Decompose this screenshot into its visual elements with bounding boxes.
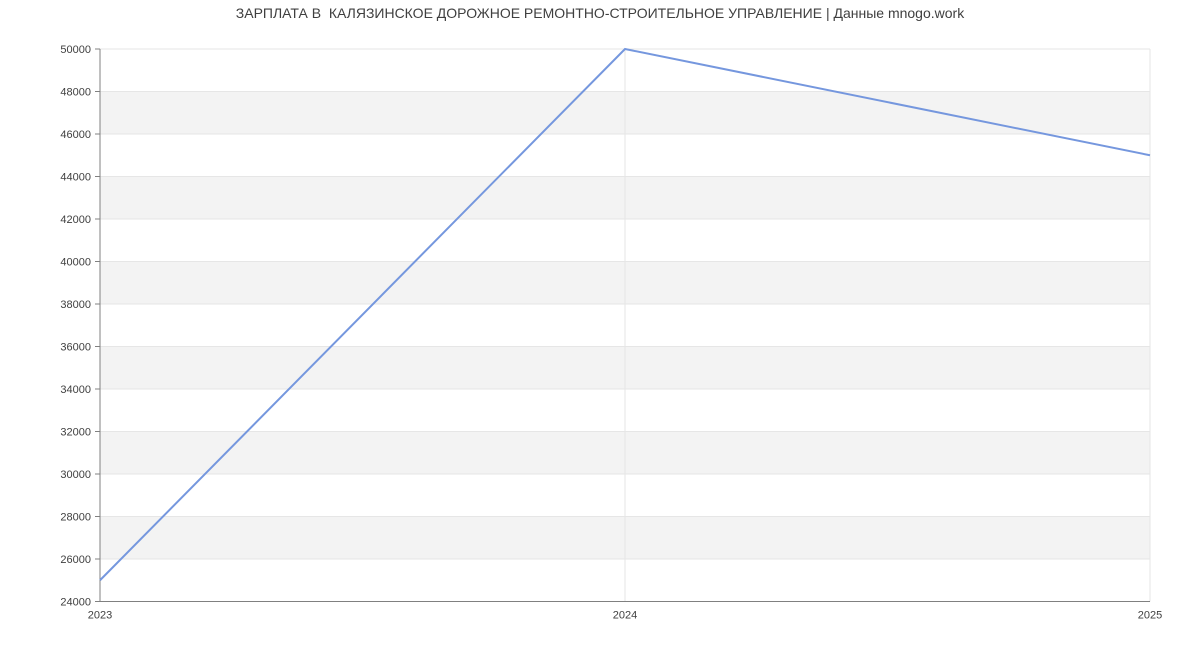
y-tick-label: 38000 — [60, 299, 91, 311]
y-tick-label: 42000 — [60, 214, 91, 226]
y-tick-label: 24000 — [60, 597, 91, 609]
y-tick-label: 40000 — [60, 257, 91, 269]
x-tick-label: 2023 — [88, 610, 112, 622]
y-tick-label: 26000 — [60, 554, 91, 566]
y-tick-label: 32000 — [60, 427, 91, 439]
chart-title: ЗАРПЛАТА В КАЛЯЗИНСКОЕ ДОРОЖНОЕ РЕМОНТНО… — [235, 5, 965, 21]
y-tick-label: 36000 — [60, 342, 91, 354]
y-tick-label: 30000 — [60, 469, 91, 481]
x-tick-label: 2024 — [613, 610, 637, 622]
y-tick-label: 46000 — [60, 129, 91, 141]
x-tick-label: 2025 — [1138, 610, 1162, 622]
salary-line — [99, 47, 1151, 581]
y-tick-label: 50000 — [60, 44, 91, 56]
y-tick-label: 44000 — [60, 172, 91, 184]
y-tick-label: 28000 — [60, 512, 91, 524]
y-tick-label: 34000 — [60, 384, 91, 396]
y-tick-label: 48000 — [60, 87, 91, 99]
